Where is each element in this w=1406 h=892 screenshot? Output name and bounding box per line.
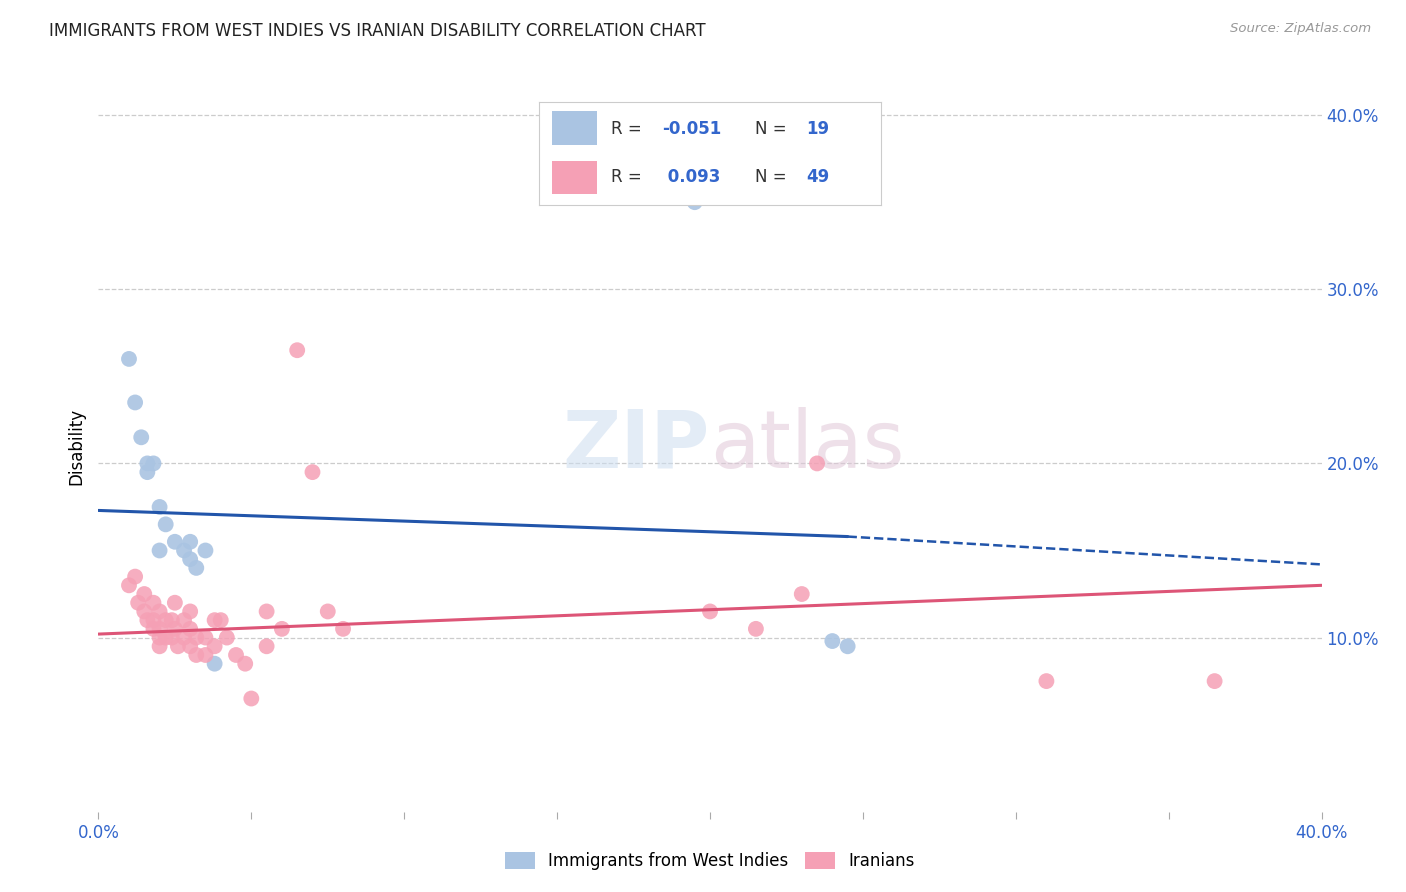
Point <box>163 596 186 610</box>
Point <box>163 534 186 549</box>
Point <box>124 395 146 409</box>
Point <box>179 604 201 618</box>
Point <box>699 604 721 618</box>
Point <box>194 543 217 558</box>
Point <box>215 631 238 645</box>
Point <box>136 613 159 627</box>
Y-axis label: Disability: Disability <box>67 408 86 484</box>
Point <box>118 578 141 592</box>
Text: R =: R = <box>610 120 647 138</box>
Point <box>136 465 159 479</box>
Point <box>332 622 354 636</box>
Point <box>149 640 172 654</box>
Point <box>256 640 278 654</box>
Point <box>142 596 165 610</box>
Point <box>142 613 165 627</box>
Point <box>204 640 226 654</box>
Point <box>173 543 195 558</box>
Point <box>316 604 339 618</box>
Point <box>142 457 165 471</box>
Point <box>179 622 201 636</box>
Point <box>683 195 706 210</box>
Point <box>136 457 159 471</box>
Point <box>173 613 195 627</box>
Point <box>134 587 156 601</box>
Point <box>186 631 208 645</box>
Point <box>301 465 323 479</box>
Point <box>225 648 247 662</box>
Point <box>186 648 208 662</box>
Point <box>233 657 256 671</box>
Text: N =: N = <box>755 120 792 138</box>
Text: IMMIGRANTS FROM WEST INDIES VS IRANIAN DISABILITY CORRELATION CHART: IMMIGRANTS FROM WEST INDIES VS IRANIAN D… <box>49 22 706 40</box>
Point <box>1204 674 1226 689</box>
Bar <box>553 112 598 145</box>
Point <box>124 569 146 583</box>
Point <box>1035 674 1057 689</box>
Point <box>149 500 172 514</box>
Point <box>204 613 226 627</box>
Point <box>149 622 172 636</box>
Point <box>209 613 232 627</box>
Point <box>167 640 190 654</box>
Point <box>142 622 165 636</box>
Point <box>163 622 186 636</box>
Point <box>149 604 172 618</box>
Point <box>149 543 172 558</box>
Point <box>179 640 201 654</box>
Point <box>160 631 183 645</box>
Point <box>240 691 263 706</box>
Text: -0.051: -0.051 <box>662 120 721 138</box>
Point <box>285 343 308 358</box>
Point <box>790 587 813 601</box>
Point <box>155 631 177 645</box>
Point <box>745 622 768 636</box>
Text: Source: ZipAtlas.com: Source: ZipAtlas.com <box>1230 22 1371 36</box>
Text: ZIP: ZIP <box>562 407 710 485</box>
Point <box>806 457 828 471</box>
Point <box>186 561 208 575</box>
Text: 0.093: 0.093 <box>662 168 720 186</box>
Point <box>160 613 183 627</box>
Point <box>118 351 141 366</box>
Point <box>129 430 152 444</box>
Point <box>194 648 217 662</box>
Text: 19: 19 <box>806 120 830 138</box>
Point <box>173 631 195 645</box>
Point <box>127 596 149 610</box>
Bar <box>553 161 598 194</box>
Point <box>194 631 217 645</box>
Point <box>149 631 172 645</box>
Point <box>204 657 226 671</box>
Point <box>256 604 278 618</box>
Legend: Immigrants from West Indies, Iranians: Immigrants from West Indies, Iranians <box>498 845 922 877</box>
Text: R =: R = <box>610 168 647 186</box>
Text: 49: 49 <box>806 168 830 186</box>
Point <box>270 622 292 636</box>
Text: atlas: atlas <box>710 407 904 485</box>
Point <box>179 552 201 566</box>
Point <box>155 613 177 627</box>
Point <box>837 640 859 654</box>
Text: N =: N = <box>755 168 792 186</box>
Point <box>821 634 844 648</box>
Point <box>134 604 156 618</box>
Point <box>155 517 177 532</box>
Point <box>179 534 201 549</box>
